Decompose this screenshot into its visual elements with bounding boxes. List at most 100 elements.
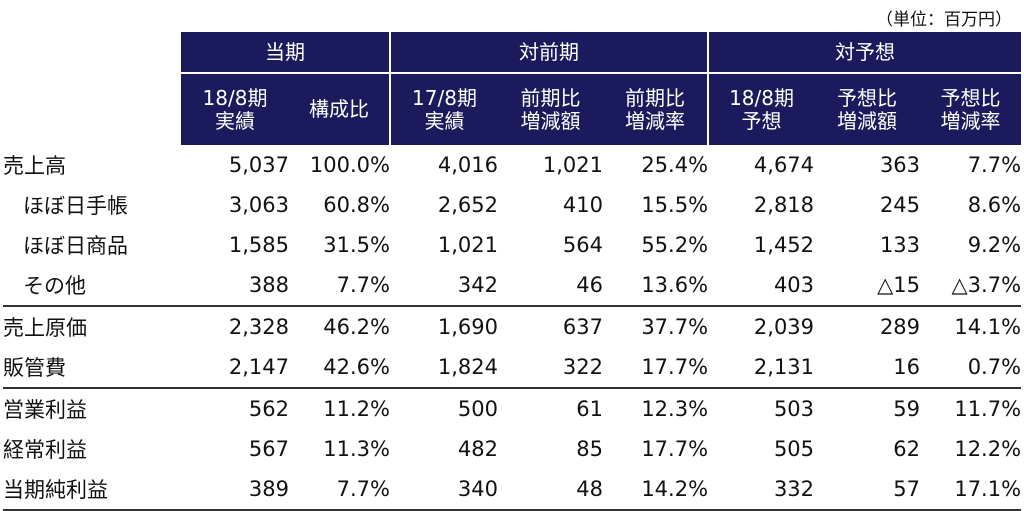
column-header-line1: 17/8期 bbox=[412, 85, 477, 110]
table-cell: 61 bbox=[576, 397, 603, 421]
column-header-line2: 増減額 bbox=[520, 108, 581, 133]
row-label: ほぼ日手帳 bbox=[23, 194, 128, 218]
column-header-forecast-fy18: 18/8期 予想 bbox=[707, 73, 815, 145]
table-cell: △3.7% bbox=[920, 265, 1022, 307]
table-cell: 42.6% bbox=[289, 347, 390, 389]
table-cell: 25.4% bbox=[641, 153, 709, 177]
table-cell: 14.1% bbox=[954, 315, 1022, 339]
header-corner bbox=[3, 32, 181, 145]
table-cell: 1,690 bbox=[437, 315, 498, 339]
table-cell: 1,585 bbox=[228, 233, 289, 257]
table-cell: 1,021 bbox=[542, 153, 603, 177]
column-header-line2: 実績 bbox=[424, 108, 465, 133]
table-cell: 403 bbox=[708, 265, 815, 307]
column-header-line1: 18/8期 bbox=[202, 85, 268, 110]
table-cell: 46.2% bbox=[323, 315, 390, 339]
unit-note: （単位：百万円） bbox=[876, 10, 1012, 30]
table-cell: 2,039 bbox=[753, 315, 815, 339]
table-cell: 0.7% bbox=[920, 347, 1022, 389]
financial-results-table: 当期 対前期 対予想 18/8期 実績 構成比 17/8期 実績 前期比 増減額 前期… bbox=[3, 32, 1022, 511]
table-cell: 9.2% bbox=[967, 233, 1022, 257]
column-header-line2: 増減率 bbox=[940, 108, 1001, 133]
column-header-line2: 増減率 bbox=[625, 108, 686, 133]
column-header-line1: 前期比 bbox=[625, 85, 686, 110]
table-row-other: その他 388 7.7% 342 46 13.6% 403 △15 △3.7% bbox=[3, 265, 1022, 307]
table-cell: 505 bbox=[773, 437, 815, 461]
column-header-yoy-change-amount: 前期比 増減額 bbox=[498, 73, 603, 145]
table-cell: 8.6% bbox=[967, 193, 1022, 217]
column-header-line1: 予想比 bbox=[940, 85, 1001, 110]
row-label: 当期純利益 bbox=[3, 469, 181, 511]
row-label: ほぼ日商品 bbox=[23, 234, 128, 258]
table-cell: 48 bbox=[498, 469, 603, 511]
table-cell: 410 bbox=[562, 193, 603, 217]
table-cell: 2,328 bbox=[228, 315, 289, 339]
table-cell: 637 bbox=[562, 315, 603, 339]
table-cell: 12.3% bbox=[641, 397, 709, 421]
table-cell: 46 bbox=[498, 265, 603, 307]
table-cell: 60.8% bbox=[323, 193, 390, 217]
table-cell: 62 bbox=[893, 437, 921, 461]
table-row-net-sales: 売上高 5,037 100.0% 4,016 1,021 25.4% 4,674… bbox=[3, 145, 1021, 185]
table-row-products: ほぼ日商品 1,585 31.5% 1,021 564 55.2% 1,452 … bbox=[3, 225, 1021, 265]
table-cell: 2,818 bbox=[753, 193, 815, 217]
table-row-sga: 販管費 2,147 42.6% 1,824 322 17.7% 2,131 16… bbox=[3, 347, 1022, 389]
table-cell: 55.2% bbox=[641, 233, 709, 257]
table-cell: 289 bbox=[879, 315, 921, 339]
table-cell: 7.7% bbox=[967, 153, 1022, 177]
table-row-operating-income: 営業利益 562 11.2% 500 61 12.3% 503 59 11.7% bbox=[3, 388, 1021, 429]
column-header-vs-forecast-amount: 予想比 増減額 bbox=[814, 73, 921, 145]
table-cell: 7.7% bbox=[289, 265, 390, 307]
table-cell: 4,016 bbox=[437, 153, 498, 177]
table-cell: 85 bbox=[576, 437, 603, 461]
row-label: その他 bbox=[3, 265, 181, 307]
row-label: 営業利益 bbox=[3, 398, 87, 422]
column-header-line1: 前期比 bbox=[520, 85, 581, 110]
table-cell: 2,147 bbox=[181, 347, 289, 389]
table-cell: 13.6% bbox=[603, 265, 709, 307]
table-cell: 562 bbox=[248, 397, 289, 421]
table-cell: 133 bbox=[879, 233, 921, 257]
table-row-ordinary-income: 経常利益 567 11.3% 482 85 17.7% 505 62 12.2% bbox=[3, 429, 1021, 469]
table-cell: 342 bbox=[390, 265, 498, 307]
header-group-prior: 対前期 bbox=[388, 32, 709, 74]
table-cell: 11.2% bbox=[323, 397, 390, 421]
table-cell: 3,063 bbox=[228, 193, 289, 217]
table-cell: 500 bbox=[457, 397, 498, 421]
table-cell: 340 bbox=[390, 469, 498, 511]
table-cell: 100.0% bbox=[309, 153, 390, 177]
table-row-techo: ほぼ日手帳 3,063 60.8% 2,652 410 15.5% 2,818 … bbox=[3, 185, 1021, 225]
table-cell: 564 bbox=[562, 233, 603, 257]
table-cell: 388 bbox=[181, 265, 289, 307]
table-cell: △15 bbox=[814, 265, 921, 307]
column-header-line1: 構成比 bbox=[309, 97, 369, 121]
column-header-yoy-change-rate: 前期比 増減率 bbox=[603, 73, 709, 145]
table-cell: 17.7% bbox=[603, 347, 709, 389]
column-header-line2: 実績 bbox=[215, 108, 255, 133]
column-header-line1: 予想比 bbox=[837, 85, 898, 110]
table-cell: 16 bbox=[814, 347, 921, 389]
table-cell: 11.3% bbox=[323, 437, 390, 461]
table-cell: 1,452 bbox=[753, 233, 815, 257]
table-cell: 389 bbox=[181, 469, 289, 511]
column-header-actual-fy17: 17/8期 実績 bbox=[389, 73, 498, 145]
column-header-line1: 18/8期 bbox=[729, 85, 794, 110]
row-label: 売上高 bbox=[3, 154, 66, 178]
table-cell: 245 bbox=[879, 193, 921, 217]
table-cell: 12.2% bbox=[954, 437, 1022, 461]
table-cell: 4,674 bbox=[753, 153, 815, 177]
header-group-forecast: 対予想 bbox=[707, 32, 1022, 74]
table-cell: 59 bbox=[893, 397, 921, 421]
table-cell: 11.7% bbox=[954, 397, 1022, 421]
table-row-net-income: 当期純利益 389 7.7% 340 48 14.2% 332 57 17.1% bbox=[3, 469, 1022, 511]
column-header-actual-fy18: 18/8期 実績 bbox=[181, 73, 289, 145]
table-cell: 17.1% bbox=[920, 469, 1022, 511]
row-label: 販管費 bbox=[3, 347, 181, 389]
header-group-current: 当期 bbox=[181, 32, 390, 74]
table-cell: 2,652 bbox=[437, 193, 498, 217]
table-cell: 31.5% bbox=[323, 233, 390, 257]
row-label: 売上原価 bbox=[3, 316, 87, 340]
column-header-composition-ratio: 構成比 bbox=[289, 73, 390, 145]
column-header-line2: 予想 bbox=[741, 108, 782, 133]
table-cell: 2,131 bbox=[708, 347, 815, 389]
